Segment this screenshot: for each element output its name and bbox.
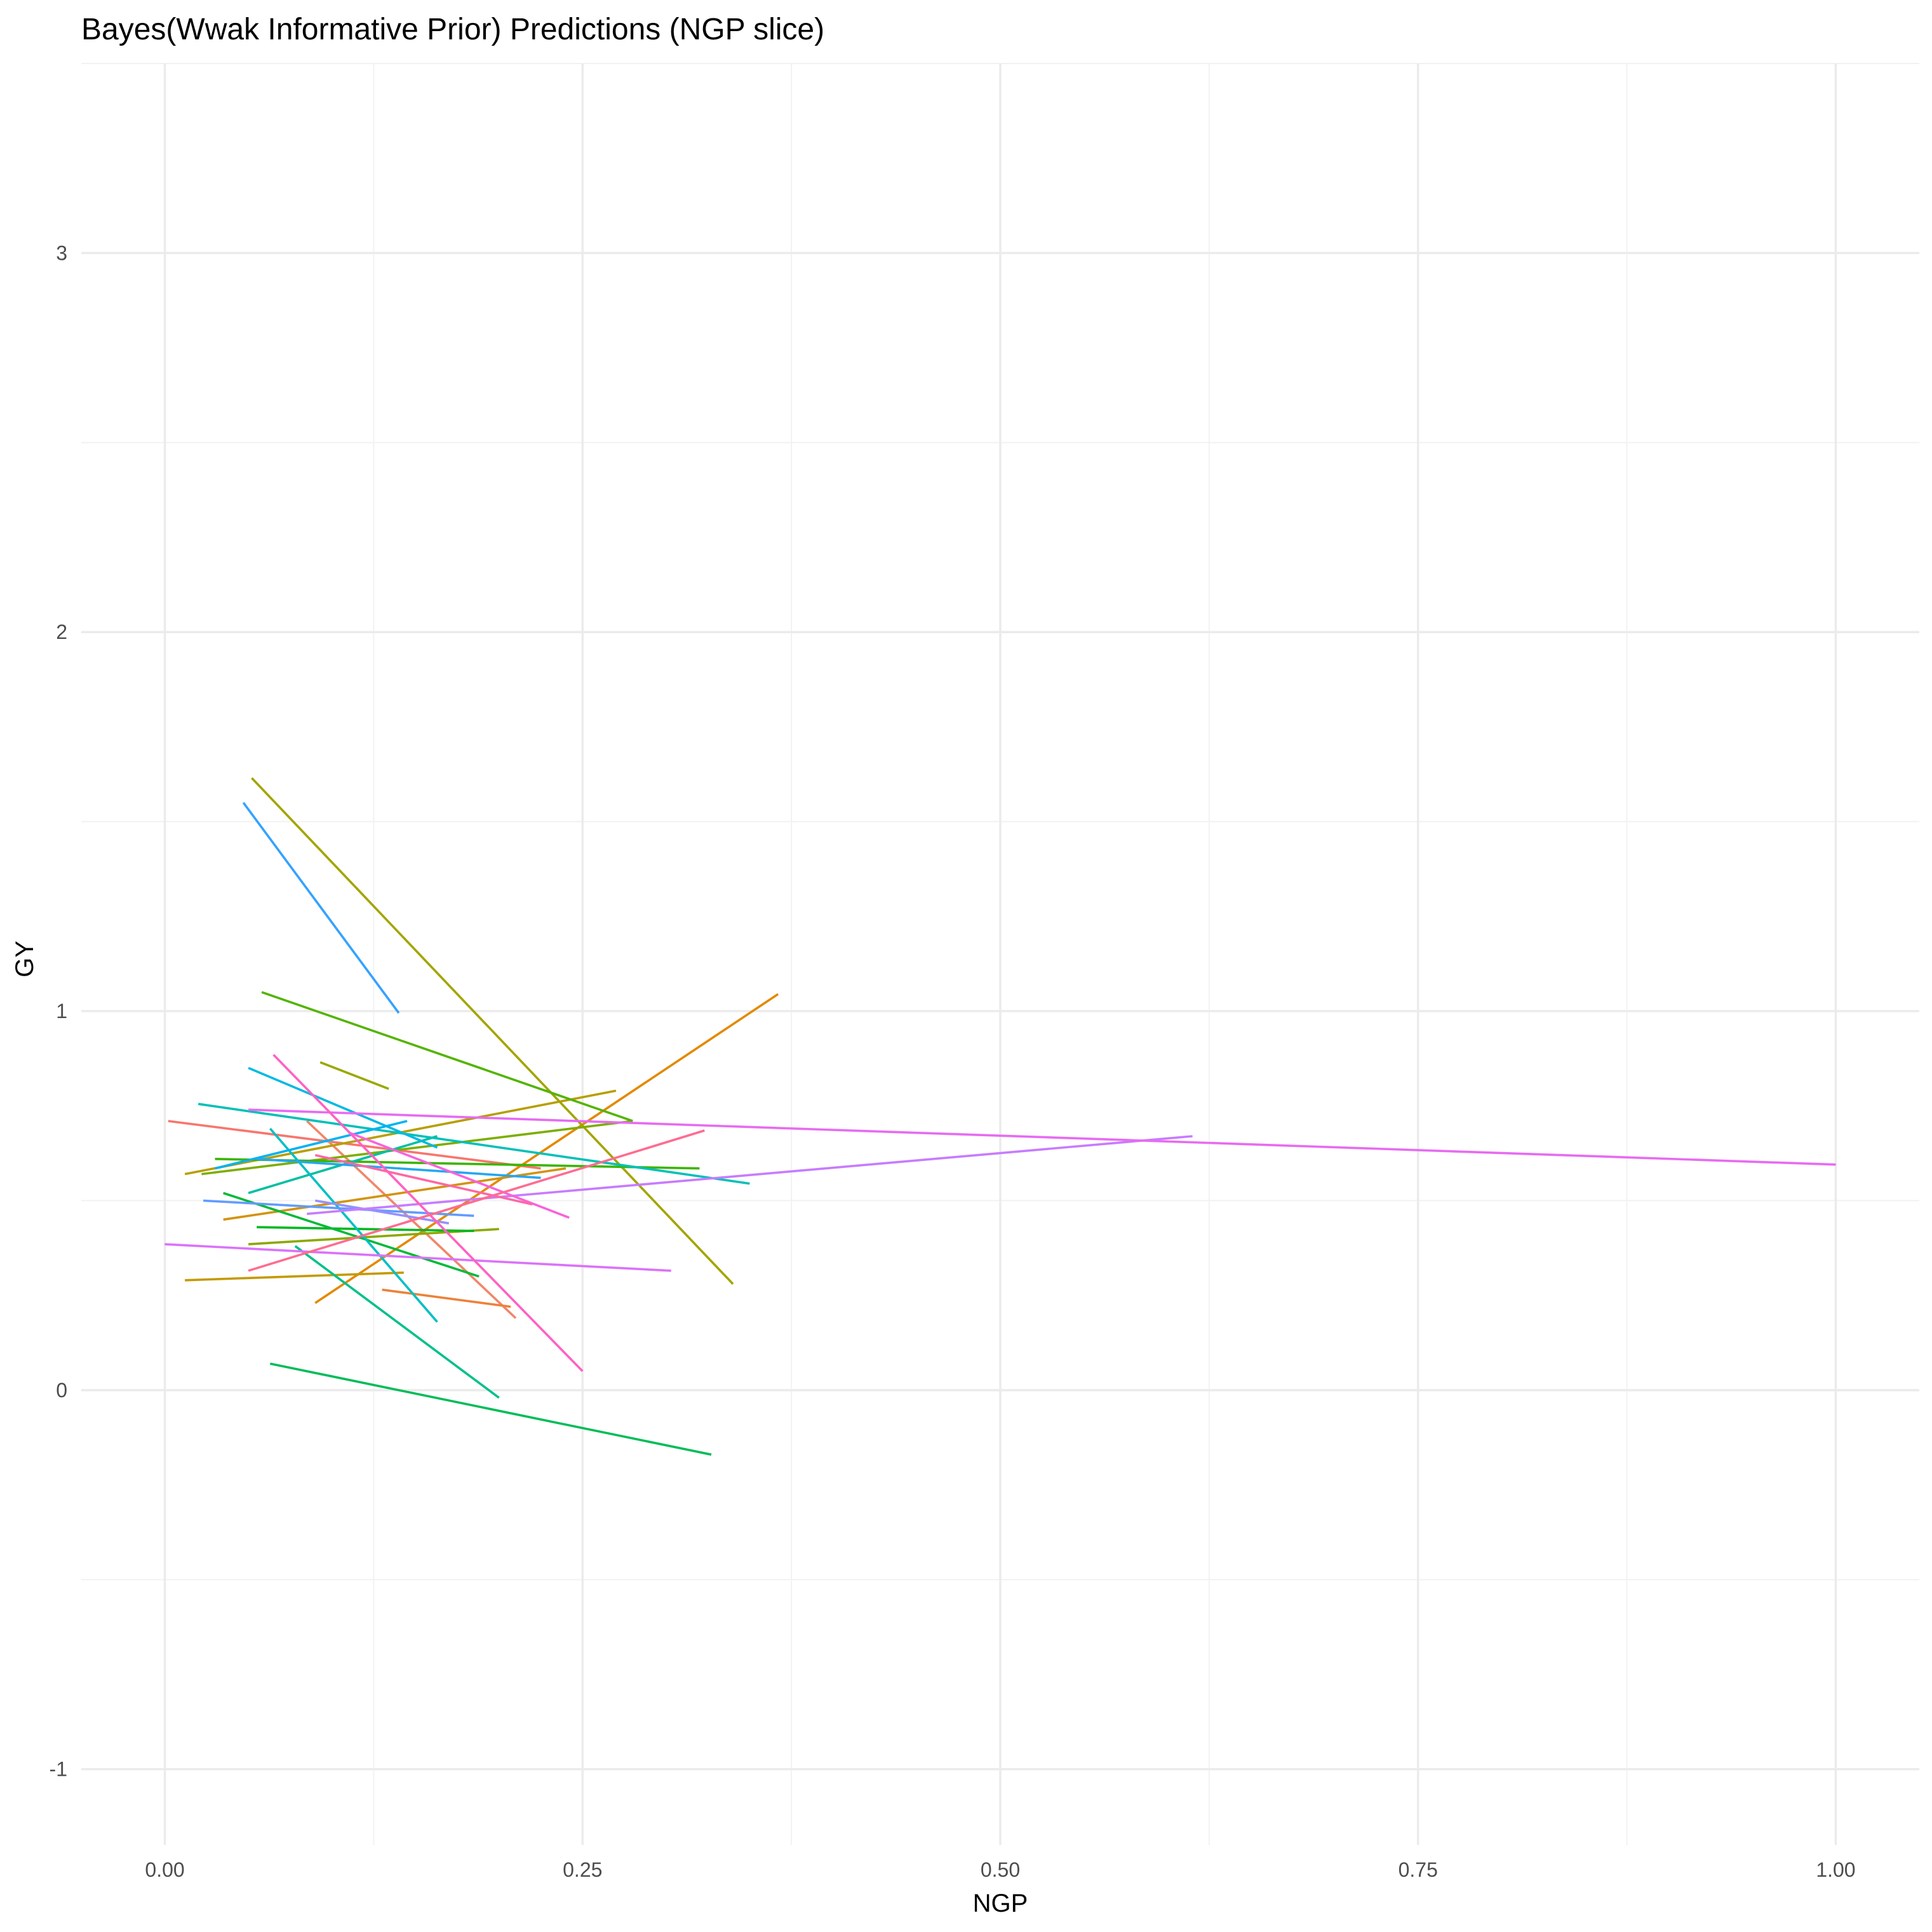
series-line-32 bbox=[248, 1129, 705, 1272]
series-line-26 bbox=[314, 1199, 450, 1224]
series-line-21 bbox=[248, 1066, 438, 1149]
y-tick-label: 1 bbox=[56, 1000, 67, 1023]
x-tick-label: 0.00 bbox=[145, 1858, 184, 1881]
series-line-22 bbox=[215, 1120, 408, 1170]
series-line-29 bbox=[248, 1108, 1836, 1166]
series-line-11 bbox=[201, 1120, 633, 1176]
series-line-1 bbox=[168, 1120, 541, 1170]
series-line-16 bbox=[269, 1362, 712, 1456]
y-axis-title: GY bbox=[11, 941, 39, 977]
series-lines bbox=[164, 777, 1836, 1456]
series-line-20 bbox=[198, 1103, 750, 1185]
series-line-17 bbox=[294, 1245, 500, 1399]
chart-title: Bayes(Wwak Informative Prior) Prediction… bbox=[81, 13, 824, 46]
y-tick-label: -1 bbox=[50, 1758, 67, 1781]
y-tick-label: 2 bbox=[56, 621, 67, 643]
x-tick-label: 0.50 bbox=[981, 1858, 1020, 1881]
series-line-9 bbox=[319, 1061, 389, 1090]
series-line-8 bbox=[251, 777, 734, 1285]
tick-labels: 0.00 0.25 0.50 0.75 1.00 -1 0 1 2 3 bbox=[50, 241, 1856, 1881]
series-line-28 bbox=[164, 1243, 671, 1272]
series-line-33 bbox=[314, 1154, 533, 1206]
x-tick-label: 1.00 bbox=[1816, 1858, 1855, 1881]
series-line-6 bbox=[185, 1271, 404, 1282]
major-gridlines bbox=[81, 64, 1919, 1845]
series-line-4 bbox=[314, 993, 779, 1305]
series-line-30 bbox=[272, 1054, 584, 1372]
series-line-15 bbox=[223, 1191, 480, 1278]
x-axis-title: NGP bbox=[973, 1889, 1028, 1917]
y-tick-label: 0 bbox=[56, 1379, 67, 1402]
series-line-14 bbox=[257, 1226, 474, 1232]
series-line-23 bbox=[257, 1158, 541, 1179]
series-line-3 bbox=[382, 1288, 511, 1308]
x-tick-label: 0.25 bbox=[563, 1858, 602, 1881]
series-line-24 bbox=[242, 802, 400, 1014]
y-tick-label: 3 bbox=[56, 241, 67, 264]
series-line-12 bbox=[261, 991, 633, 1122]
series-line-27 bbox=[307, 1135, 1193, 1216]
x-tick-label: 0.75 bbox=[1399, 1858, 1438, 1881]
